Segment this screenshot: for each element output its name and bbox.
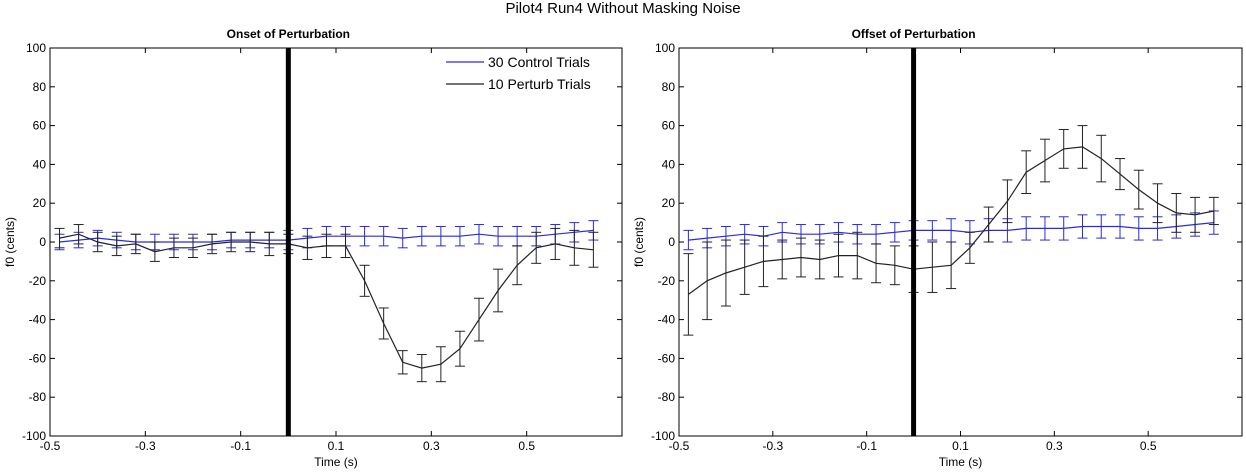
series-perturb — [54, 224, 599, 383]
y-tick-label: -80 — [658, 390, 676, 404]
x-axis-label: Time (s) — [314, 455, 358, 469]
series-line — [688, 222, 1214, 241]
x-tick-label: 0.5 — [518, 439, 535, 453]
x-tick-label: -0.3 — [762, 439, 783, 453]
y-tick-label: 60 — [33, 119, 47, 133]
x-tick-label: -0.3 — [135, 439, 156, 453]
y-tick-label: 40 — [662, 157, 676, 171]
figure-title: Pilot4 Run4 Without Masking Noise — [505, 0, 741, 17]
y-axis-label: f0 (cents) — [632, 217, 646, 267]
x-tick-label: 0.5 — [1140, 439, 1157, 453]
chart-panel-2: -100 -80 -60 -40 -20 0 20 40 60 80 100 -0.5 -0.3 -0.1… — [632, 27, 1243, 469]
y-tick-label: 20 — [33, 196, 47, 210]
y-tick-label: 80 — [33, 80, 47, 94]
legend-label-perturb: 10 Perturb Trials — [488, 76, 591, 92]
chart-title: Onset of Perturbation — [227, 27, 350, 41]
legend: 30 Control Trials 10 Perturb Trials — [446, 54, 591, 92]
x-tick-label: 0.1 — [952, 439, 969, 453]
y-tick-label: -40 — [29, 313, 47, 327]
y-tick-label: -40 — [658, 313, 676, 327]
y-tick-label: -20 — [29, 274, 47, 288]
legend-label-control: 30 Control Trials — [488, 54, 590, 70]
y-tick-label: 0 — [668, 235, 675, 249]
y-tick-label: 100 — [26, 41, 46, 55]
y-tick-label: -60 — [658, 351, 676, 365]
y-tick-label: 100 — [655, 41, 675, 55]
x-tick-label: 0.3 — [423, 439, 440, 453]
x-tick-label: -0.1 — [230, 439, 251, 453]
series-line — [59, 233, 594, 369]
y-tick-label: 20 — [662, 196, 676, 210]
y-tick-label: -80 — [29, 390, 47, 404]
x-axis-label: Time (s) — [939, 455, 983, 469]
x-tick-label: -0.5 — [40, 439, 61, 453]
y-tick-label: -100 — [22, 429, 46, 443]
x-tick-label: -0.1 — [856, 439, 877, 453]
y-tick-label: -20 — [658, 274, 676, 288]
series-line — [688, 146, 1215, 295]
y-tick-label: 0 — [39, 235, 46, 249]
y-tick-label: 60 — [662, 119, 676, 133]
y-tick-label: -60 — [29, 351, 47, 365]
chart-panel-1: -100 -80 -60 -40 -20 0 20 40 60 80 100 -0.5 -0.3 -0.1… — [3, 27, 623, 469]
y-axis-label: f0 (cents) — [3, 217, 17, 267]
chart-title: Offset of Perturbation — [852, 27, 976, 41]
x-tick-label: 0.1 — [328, 439, 345, 453]
y-tick-label: 80 — [662, 80, 676, 94]
series-perturb — [683, 125, 1219, 336]
x-tick-label: -0.5 — [669, 439, 690, 453]
x-tick-label: 0.3 — [1046, 439, 1063, 453]
y-tick-label: -100 — [651, 429, 675, 443]
y-tick-label: 40 — [33, 157, 47, 171]
